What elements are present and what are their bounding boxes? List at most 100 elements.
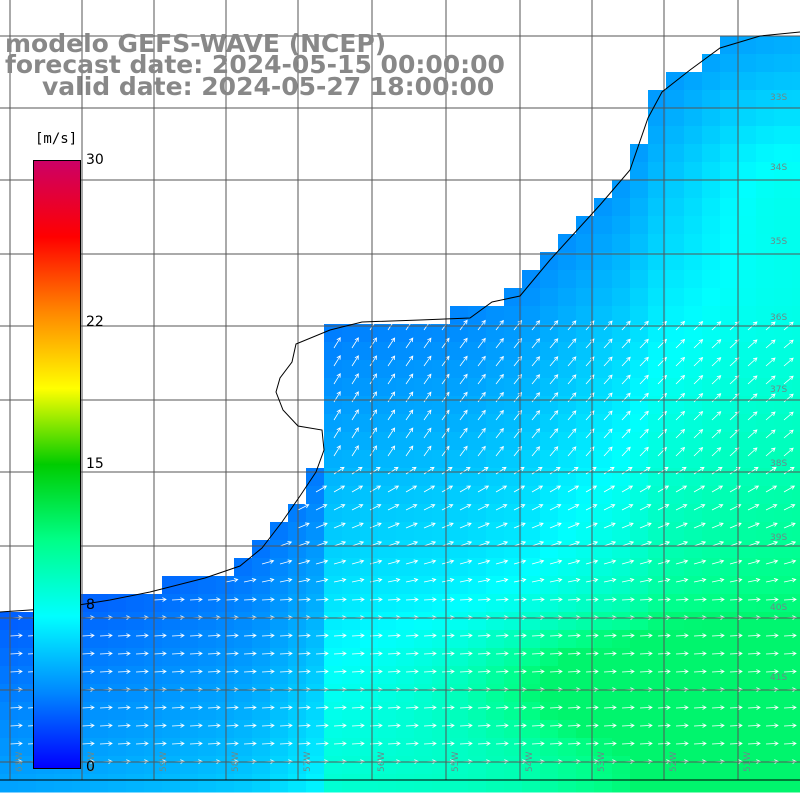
wind-speed-cell [288, 738, 307, 757]
wind-speed-cell [792, 324, 800, 343]
wind-speed-cell [18, 648, 37, 667]
wind-speed-cell [684, 648, 703, 667]
wind-speed-cell [306, 756, 325, 775]
wind-speed-cell [504, 378, 523, 397]
wind-speed-cell [234, 630, 253, 649]
wind-speed-cell [720, 108, 739, 127]
wind-speed-cell [630, 612, 649, 631]
wind-speed-cell [288, 756, 307, 775]
wind-arrow [549, 466, 561, 475]
wind-arrow [675, 741, 689, 746]
wind-arrow [405, 741, 419, 746]
wind-speed-cell [414, 324, 433, 343]
wind-speed-cell [324, 468, 343, 487]
wind-arrow [261, 597, 275, 602]
longitude-label: 57W [303, 752, 313, 772]
wind-arrow [639, 559, 653, 565]
wind-speed-cell [738, 468, 757, 487]
wind-arrow [405, 651, 419, 656]
wind-speed-cell [0, 774, 19, 793]
wind-arrow [387, 466, 399, 475]
wind-speed-cell [432, 522, 451, 541]
wind-arrow [729, 597, 743, 602]
wind-speed-cell [648, 720, 667, 739]
wind-arrow [603, 466, 615, 475]
wind-speed-cell [396, 684, 415, 703]
wind-arrow [783, 723, 797, 728]
wind-arrow [333, 373, 341, 385]
wind-speed-cell [612, 576, 631, 595]
wind-speed-cell [288, 522, 307, 541]
wind-arrow [189, 741, 203, 746]
wind-speed-cell [360, 342, 379, 361]
wind-speed-cell [558, 450, 577, 469]
wind-arrow [387, 355, 396, 367]
wind-speed-cell [198, 756, 217, 775]
wind-speed-cell [360, 738, 379, 757]
wind-speed-cell [576, 234, 595, 253]
wind-arrow [207, 669, 221, 674]
wind-arrow [207, 597, 221, 602]
wind-speed-cell [612, 432, 631, 451]
wind-speed-cell [324, 756, 343, 775]
wind-arrow [99, 705, 113, 710]
wind-speed-cell [702, 396, 721, 415]
wind-arrow [477, 633, 491, 638]
wind-arrow [459, 705, 473, 710]
model-title: modelo GEFS-WAVE (NCEP) [5, 29, 387, 58]
wind-speed-cell [594, 702, 613, 721]
wind-speed-cell [630, 450, 649, 469]
wind-arrow [675, 597, 689, 602]
wind-arrow [603, 651, 617, 656]
wind-speed-cell [774, 288, 793, 307]
wind-speed-cell [792, 666, 800, 685]
wind-arrow [495, 319, 504, 331]
wind-speed-cell [18, 612, 37, 631]
wind-speed-cell [198, 720, 217, 739]
wind-speed-cell [684, 702, 703, 721]
wind-speed-cell [612, 270, 631, 289]
wind-speed-cell [792, 540, 800, 559]
wind-arrow [81, 651, 95, 656]
wind-arrow [585, 446, 595, 457]
wind-arrow [711, 540, 725, 547]
wind-arrow [729, 669, 743, 674]
wind-speed-cell [666, 612, 685, 631]
wind-arrow [747, 741, 761, 746]
wind-speed-cell [252, 630, 271, 649]
wind-speed-cell [756, 216, 775, 235]
wind-speed-cell [576, 612, 595, 631]
wind-speed-cell [414, 702, 433, 721]
wind-arrow [243, 651, 257, 656]
wind-speed-cell [684, 180, 703, 199]
wind-speed-cell [594, 486, 613, 505]
wind-speed-cell [792, 198, 800, 217]
wind-speed-cell [558, 756, 577, 775]
wind-speed-cell [414, 576, 433, 595]
wind-speed-cell [684, 738, 703, 757]
wind-speed-cell [396, 414, 415, 433]
wind-speed-cell [774, 774, 793, 793]
latitude-label: 34S [770, 163, 787, 173]
wind-speed-cell [450, 630, 469, 649]
wind-speed-cell [576, 756, 595, 775]
wind-arrow [675, 374, 686, 385]
wind-arrow [189, 723, 203, 728]
wind-speed-cell [378, 432, 397, 451]
wind-arrow [261, 577, 275, 583]
wind-arrow [243, 669, 257, 674]
wind-arrow [639, 374, 649, 385]
wind-speed-cell [252, 594, 271, 613]
wind-speed-cell [252, 612, 271, 631]
wind-arrow [747, 375, 758, 385]
colorbar-tick-label: 15 [86, 455, 104, 472]
wind-speed-cell [540, 630, 559, 649]
wind-speed-cell [198, 576, 217, 595]
wind-speed-cell [198, 594, 217, 613]
wind-arrow [279, 577, 293, 583]
wind-arrow [621, 597, 635, 602]
wind-speed-cell [108, 756, 127, 775]
wind-speed-cell [720, 72, 739, 91]
wind-speed-cell [126, 774, 145, 793]
wind-speed-cell [630, 738, 649, 757]
